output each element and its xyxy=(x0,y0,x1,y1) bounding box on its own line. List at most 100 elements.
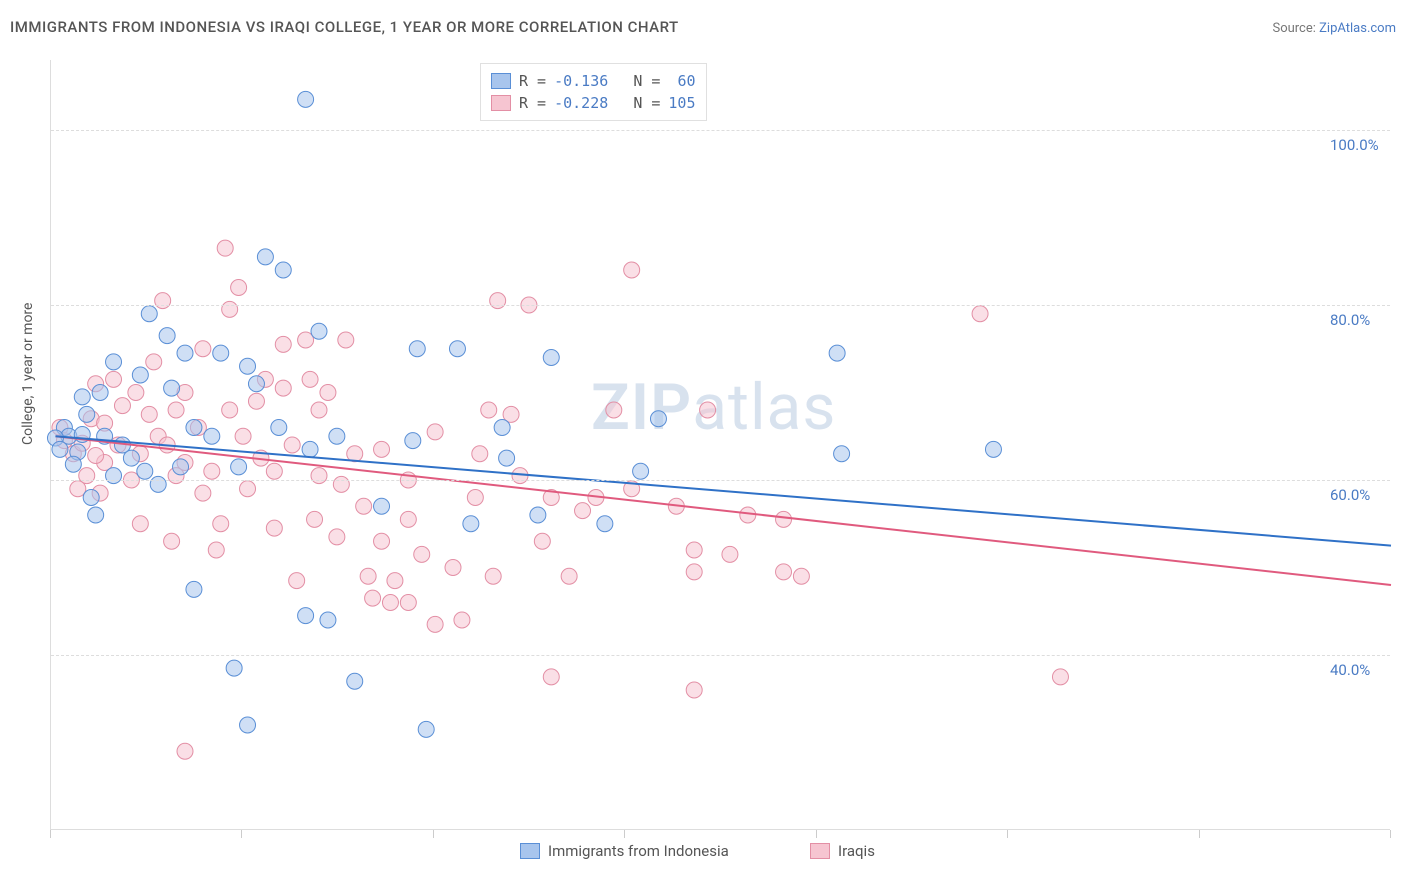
series-legend-1: Immigrants from Indonesia xyxy=(520,842,729,860)
scatter-point xyxy=(240,481,256,497)
scatter-point xyxy=(298,608,314,624)
scatter-point xyxy=(65,456,81,472)
chart-header: IMMIGRANTS FROM INDONESIA VS IRAQI COLLE… xyxy=(10,18,1396,36)
legend-row-series-2: R = -0.228 N = 105 xyxy=(491,92,696,114)
scatter-point xyxy=(150,476,166,492)
scatter-point xyxy=(168,402,184,418)
scatter-point xyxy=(248,393,264,409)
r-label-1: R = xyxy=(519,72,546,90)
scatter-point xyxy=(311,468,327,484)
scatter-point xyxy=(686,542,702,558)
scatter-point xyxy=(561,568,577,584)
scatter-point xyxy=(248,376,264,392)
scatter-point xyxy=(776,564,792,580)
scatter-point xyxy=(186,581,202,597)
scatter-point xyxy=(1052,669,1068,685)
scatter-point xyxy=(132,516,148,532)
scatter-point xyxy=(271,420,287,436)
scatter-point xyxy=(686,682,702,698)
scatter-point xyxy=(311,402,327,418)
scatter-point xyxy=(79,406,95,422)
scatter-point xyxy=(356,498,372,514)
n-label-2: N = xyxy=(633,94,660,112)
scatter-point xyxy=(606,402,622,418)
scatter-point xyxy=(449,341,465,357)
scatter-point xyxy=(320,612,336,628)
scatter-point xyxy=(146,354,162,370)
scatter-point xyxy=(284,437,300,453)
scatter-point xyxy=(177,743,193,759)
correlation-legend: R = -0.136 N = 60 R = -0.228 N = 105 xyxy=(480,63,707,121)
scatter-point xyxy=(222,402,238,418)
scatter-point xyxy=(686,564,702,580)
y-tick-label: 80.0% xyxy=(1330,311,1370,329)
scatter-point xyxy=(374,533,390,549)
scatter-point xyxy=(387,573,403,589)
scatter-point xyxy=(700,402,716,418)
scatter-point xyxy=(445,560,461,576)
scatter-point xyxy=(347,673,363,689)
scatter-point xyxy=(374,498,390,514)
scatter-point xyxy=(257,249,273,265)
scatter-point xyxy=(633,463,649,479)
legend-row-series-1: R = -0.136 N = 60 xyxy=(491,70,696,92)
scatter-point xyxy=(463,516,479,532)
scatter-point xyxy=(829,345,845,361)
scatter-point xyxy=(173,459,189,475)
scatter-point xyxy=(722,546,738,562)
scatter-point xyxy=(222,301,238,317)
n-value-2: 105 xyxy=(668,94,695,112)
source-credit: Source: ZipAtlas.com xyxy=(1272,21,1396,36)
scatter-point xyxy=(776,511,792,527)
scatter-point xyxy=(266,463,282,479)
scatter-point xyxy=(400,595,416,611)
y-axis-label: College, 1 year or more xyxy=(20,303,36,445)
source-link[interactable]: ZipAtlas.com xyxy=(1319,21,1396,36)
bottom-swatch-1 xyxy=(520,843,540,859)
scatter-point xyxy=(195,341,211,357)
scatter-point xyxy=(793,568,809,584)
y-tick-label: 60.0% xyxy=(1330,486,1370,504)
scatter-point xyxy=(240,717,256,733)
scatter-point xyxy=(530,507,546,523)
r-label-2: R = xyxy=(519,94,546,112)
scatter-point xyxy=(298,91,314,107)
scatter-point xyxy=(414,546,430,562)
scatter-point xyxy=(204,463,220,479)
scatter-point xyxy=(405,433,421,449)
scatter-point xyxy=(454,612,470,628)
scatter-point xyxy=(213,516,229,532)
scatter-point xyxy=(275,262,291,278)
scatter-point xyxy=(338,332,354,348)
scatter-point xyxy=(543,669,559,685)
scatter-point xyxy=(972,306,988,322)
scatter-point xyxy=(834,446,850,462)
scatter-point xyxy=(137,463,153,479)
scatter-point xyxy=(266,520,282,536)
chart-title: IMMIGRANTS FROM INDONESIA VS IRAQI COLLE… xyxy=(10,18,679,36)
r-value-1: -0.136 xyxy=(554,72,608,90)
legend-swatch-1 xyxy=(491,73,511,89)
scatter-point xyxy=(164,380,180,396)
scatter-point xyxy=(597,516,613,532)
scatter-point xyxy=(92,385,108,401)
scatter-point xyxy=(88,507,104,523)
bottom-label-1: Immigrants from Indonesia xyxy=(548,842,729,860)
scatter-point xyxy=(106,354,122,370)
scatter-point xyxy=(195,485,211,501)
scatter-point xyxy=(231,459,247,475)
scatter-point xyxy=(83,490,99,506)
y-tick-label: 40.0% xyxy=(1330,661,1370,679)
scatter-point xyxy=(329,428,345,444)
scatter-point xyxy=(365,590,381,606)
scatter-point xyxy=(624,262,640,278)
scatter-point xyxy=(132,367,148,383)
scatter-point xyxy=(740,507,756,523)
scatter-point xyxy=(186,420,202,436)
scatter-point xyxy=(427,424,443,440)
scatter-point xyxy=(159,328,175,344)
scatter-point xyxy=(275,380,291,396)
scatter-point xyxy=(240,358,256,374)
scatter-point xyxy=(204,428,220,444)
scatter-point xyxy=(329,529,345,545)
